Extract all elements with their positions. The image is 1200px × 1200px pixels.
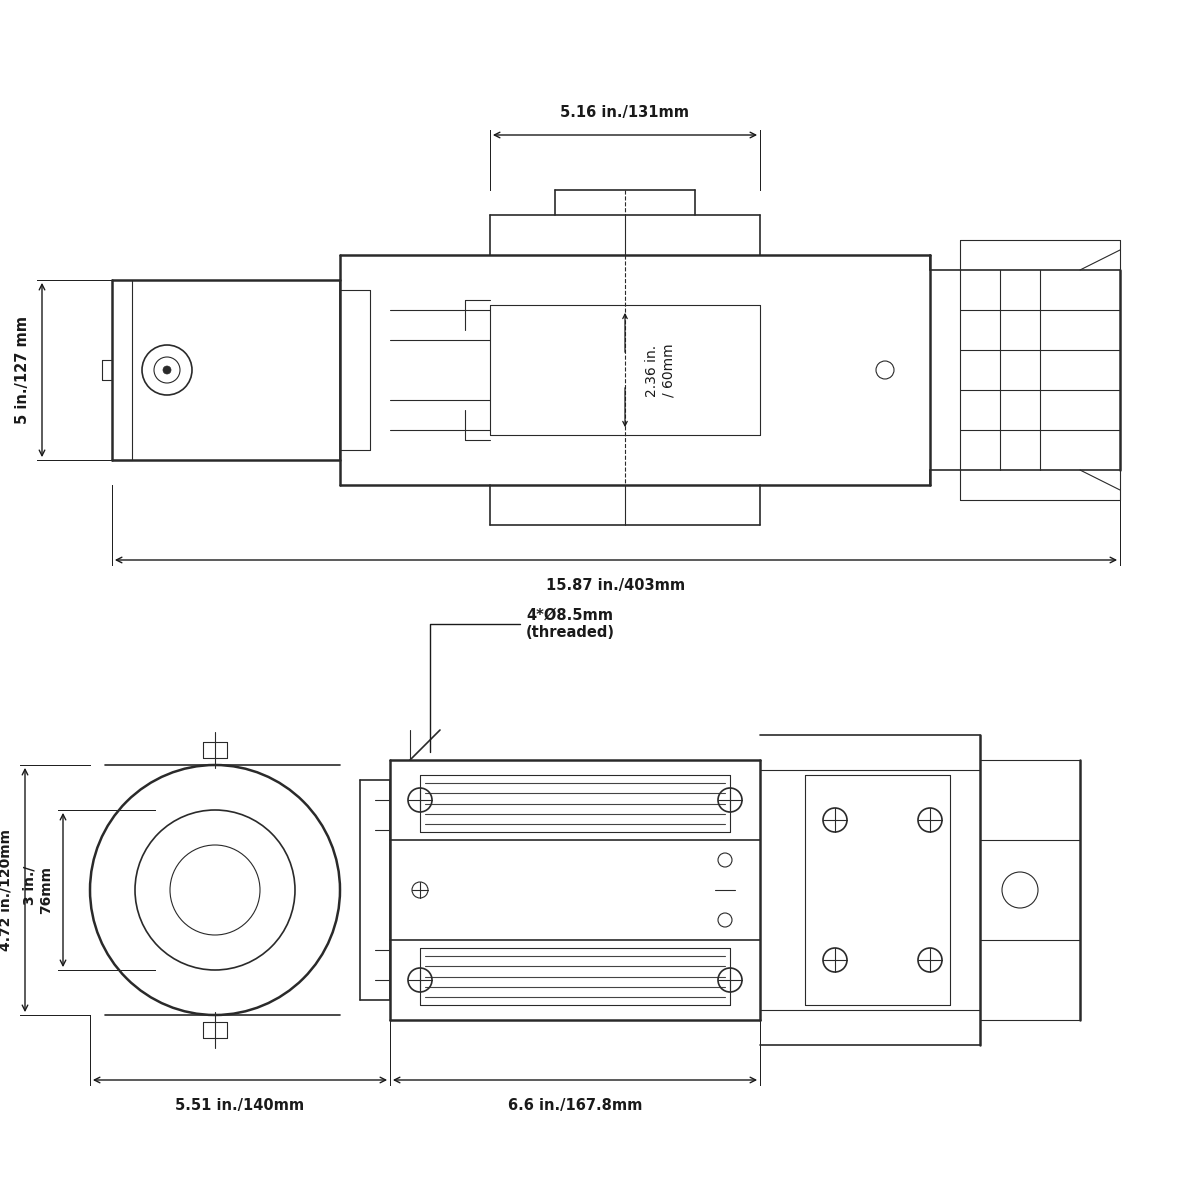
Text: 4*Ø8.5mm
(threaded): 4*Ø8.5mm (threaded) <box>430 607 614 752</box>
Text: 5 in./127 mm: 5 in./127 mm <box>14 316 30 424</box>
Text: 5.16 in./131mm: 5.16 in./131mm <box>560 104 690 120</box>
Circle shape <box>163 366 172 374</box>
Text: 5.51 in./140mm: 5.51 in./140mm <box>175 1098 305 1114</box>
Text: 2.36 in.
/ 60mm: 2.36 in. / 60mm <box>646 343 676 397</box>
Text: 4.72 in./120mm: 4.72 in./120mm <box>0 829 13 950</box>
Text: 3 in./
76mm: 3 in./ 76mm <box>23 866 53 914</box>
Text: 15.87 in./403mm: 15.87 in./403mm <box>546 578 685 593</box>
Text: 6.6 in./167.8mm: 6.6 in./167.8mm <box>508 1098 642 1114</box>
